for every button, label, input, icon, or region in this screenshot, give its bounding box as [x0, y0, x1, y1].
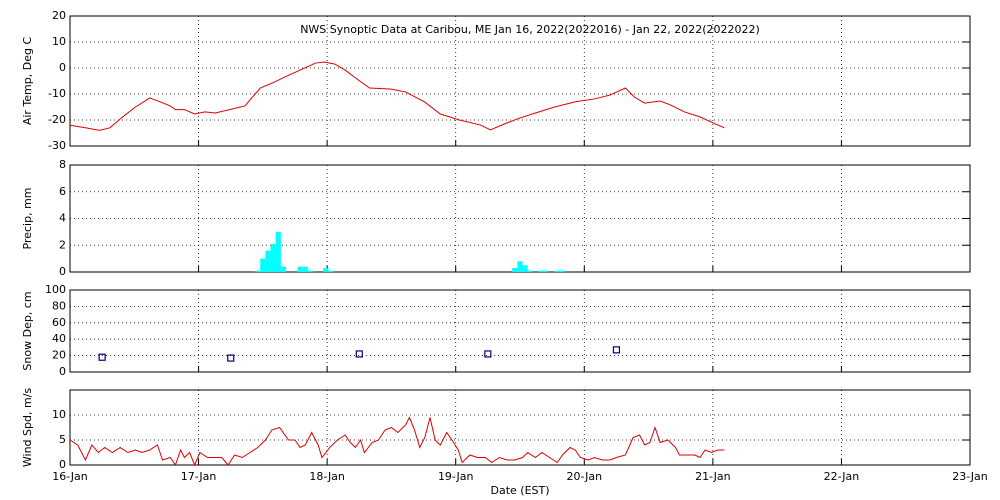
point: [227, 354, 235, 362]
y-tick-label: 10: [52, 35, 66, 48]
bar: [255, 270, 261, 272]
bar: [280, 266, 286, 272]
y-axis-label: Air Temp, Deg C: [21, 37, 34, 126]
y-tick-label: 40: [52, 332, 66, 345]
point: [612, 346, 621, 354]
y-tick-label: 5: [59, 433, 66, 446]
bar: [527, 270, 533, 272]
y-tick-label: 10: [52, 408, 66, 421]
y-tick-label: 80: [52, 299, 66, 312]
bar: [260, 258, 266, 272]
y-axis-label: Snow Dep, cm: [21, 291, 34, 370]
x-tick-label: 17-Jan: [181, 470, 217, 483]
x-tick-label: 21-Jan: [695, 470, 731, 483]
bar: [307, 270, 313, 272]
bar: [270, 243, 276, 272]
bar: [517, 261, 523, 272]
x-tick-label: 23-Jan: [952, 470, 988, 483]
y-tick-label: 0: [59, 61, 66, 74]
bar: [297, 266, 303, 272]
plot-frame: [69, 289, 971, 373]
y-tick-label: 0: [59, 265, 66, 278]
line: [69, 61, 725, 131]
y-axis-label: Wind Spd, m/s: [21, 388, 34, 468]
bar: [554, 270, 560, 272]
y-tick-label: 0: [59, 365, 66, 378]
bar: [323, 267, 329, 272]
y-tick-label: 4: [59, 212, 66, 225]
x-tick-label: 16-Jan: [52, 470, 88, 483]
x-tick-label: 18-Jan: [309, 470, 345, 483]
bar: [538, 270, 544, 272]
bar: [328, 270, 334, 272]
y-tick-label: 2: [59, 238, 66, 251]
x-tick-label: 22-Jan: [824, 470, 860, 483]
bar: [543, 270, 549, 272]
bar: [275, 231, 281, 272]
point: [355, 350, 363, 358]
y-tick-label: 20: [52, 9, 66, 22]
x-tick-label: 19-Jan: [438, 470, 474, 483]
y-tick-label: -20: [48, 113, 66, 126]
x-axis-label: Date (EST): [490, 484, 549, 497]
bar: [559, 270, 565, 272]
plot-frame: [69, 389, 971, 466]
point: [484, 350, 492, 358]
y-tick-label: 0: [59, 458, 66, 471]
bar: [302, 266, 308, 272]
y-axis-label: Precip, mm: [21, 188, 34, 250]
y-tick-label: 8: [59, 158, 66, 171]
point: [98, 353, 106, 361]
bar: [265, 250, 271, 272]
y-tick-label: 20: [52, 349, 66, 362]
y-tick-label: 6: [59, 185, 66, 198]
y-tick-label: -10: [48, 87, 66, 100]
bar: [512, 267, 518, 272]
x-tick-label: 20-Jan: [567, 470, 603, 483]
y-tick-label: 100: [45, 283, 66, 296]
line: [69, 416, 725, 467]
chart-title: NWS Synoptic Data at Caribou, ME Jan 16,…: [300, 23, 760, 36]
bar: [522, 265, 528, 272]
y-tick-label: 60: [52, 316, 66, 329]
y-tick-label: -30: [48, 139, 66, 152]
